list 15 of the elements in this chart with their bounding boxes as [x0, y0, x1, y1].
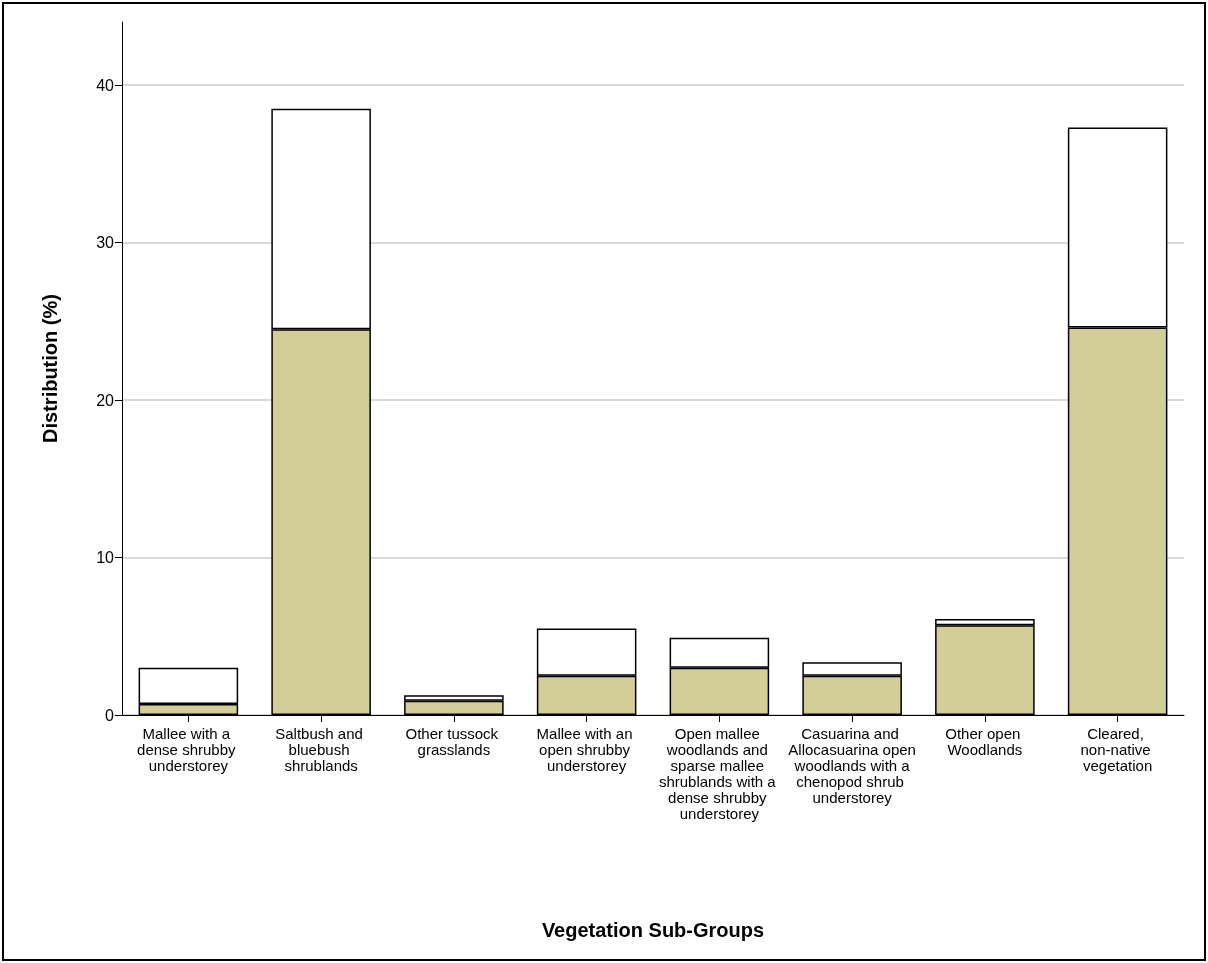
- y-tick-label: 40: [96, 76, 115, 94]
- y-tick-label: 20: [96, 391, 115, 409]
- y-axis-title: Distribution (%): [39, 294, 61, 443]
- x-tick-label: Mallee with a dense shrubby understorey: [137, 724, 240, 774]
- y-tick-label: 30: [96, 234, 115, 251]
- x-tick-label: Saltbush and bluebush shrublands: [275, 724, 367, 774]
- x-tick-label: Cleared, non-native vegetation: [1080, 724, 1155, 774]
- x-tick-label: Casuarina and Allocasuarina open woodlands with a chenopod shrub understorey: [788, 724, 916, 806]
- y-tick-label: 0: [105, 706, 115, 724]
- y-tick-label: 10: [96, 549, 115, 566]
- x-tick-label: Mallee with an open shrubby understorey: [536, 724, 637, 774]
- x-tick-label: Other tussock grasslands: [405, 724, 503, 758]
- x-tick-label: Other open Woodlands: [945, 724, 1025, 758]
- x-axis-title: Vegetation Sub-Groups: [541, 919, 765, 941]
- x-tick-label: Open mallee woodlands and sparse mallee shrublands with a dense shrubby understorey: [658, 724, 780, 822]
